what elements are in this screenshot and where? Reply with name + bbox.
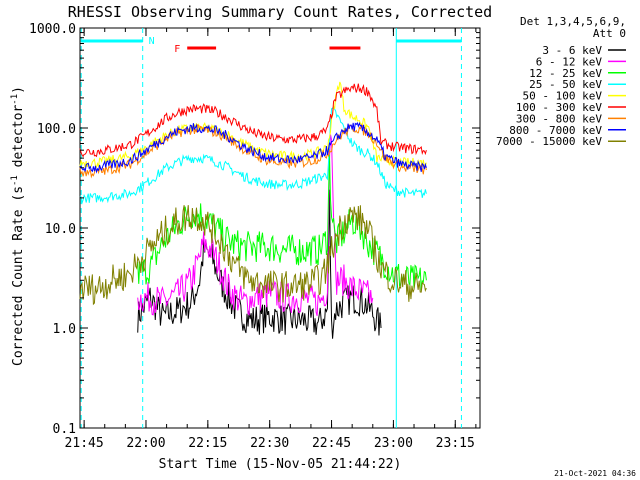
series-line-7 [79, 121, 427, 174]
legend-label-3: 25 - 50 keV [529, 78, 602, 91]
y-tick-label: 100.0 [37, 122, 76, 137]
y-axis-label-sup1: -1 [10, 175, 20, 186]
series-line-0 [137, 189, 382, 339]
y-tick-label: 10.0 [45, 222, 76, 237]
series-line-4 [79, 81, 427, 169]
x-axis-label: Start Time (15-Nov-05 21:44:22) [159, 457, 402, 472]
series-line-3 [79, 107, 427, 205]
plot-frame [79, 27, 481, 429]
legend-label-6: 300 - 800 keV [516, 112, 602, 125]
chart-title: RHESSI Observing Summary Count Rates, Co… [68, 3, 492, 21]
plot-area: NF [79, 28, 462, 428]
x-tick-label: 23:00 [374, 436, 413, 451]
y-axis-label-end: ) [11, 86, 26, 94]
y-axis-label-mid: detector [11, 105, 26, 176]
y-axis-label-main: Corrected Count Rate (s [11, 186, 26, 366]
legend-label-0: 3 - 6 keV [542, 44, 602, 57]
x-tick-label: 22:00 [126, 436, 165, 451]
series-line-5 [79, 83, 427, 158]
footer-date: 21-Oct-2021 04:36 [554, 469, 636, 478]
series-line-8 [79, 205, 427, 306]
y-axis-label-sup2: -1 [10, 94, 20, 105]
legend-header-line-1: Det 1,3,4,5,6,9, [520, 15, 626, 28]
x-tick-label: 22:45 [312, 436, 351, 451]
x-tick-label: 21:45 [65, 436, 104, 451]
flare-annotation: F [174, 44, 180, 55]
legend-label-2: 12 - 25 keV [529, 67, 602, 80]
legend-header-line-2: Att 0 [593, 27, 626, 40]
legend-label-1: 6 - 12 keV [536, 55, 603, 68]
night-annotation: N [149, 36, 155, 47]
legend-label-5: 100 - 300 keV [516, 101, 602, 114]
axes: 1000.0 100.0 10.0 1.0 0.121:45 22:00 22:15 22:3… [29, 22, 480, 451]
legend-label-7: 800 - 7000 keV [509, 124, 602, 137]
x-tick-label: 22:30 [250, 436, 289, 451]
y-axis-label: Corrected Count Rate (s-1 detector-1) [10, 86, 26, 366]
x-tick-label: 23:15 [436, 436, 475, 451]
y-tick-label: 1000.0 [29, 22, 76, 37]
series-line-2 [137, 154, 427, 291]
legend-label-8: 7000 - 15000 keV [496, 135, 602, 148]
y-tick-label: 0.1 [53, 422, 76, 437]
legend-label-4: 50 - 100 keV [523, 90, 603, 103]
x-tick-label: 22:15 [188, 436, 227, 451]
y-tick-label: 1.0 [53, 322, 76, 337]
